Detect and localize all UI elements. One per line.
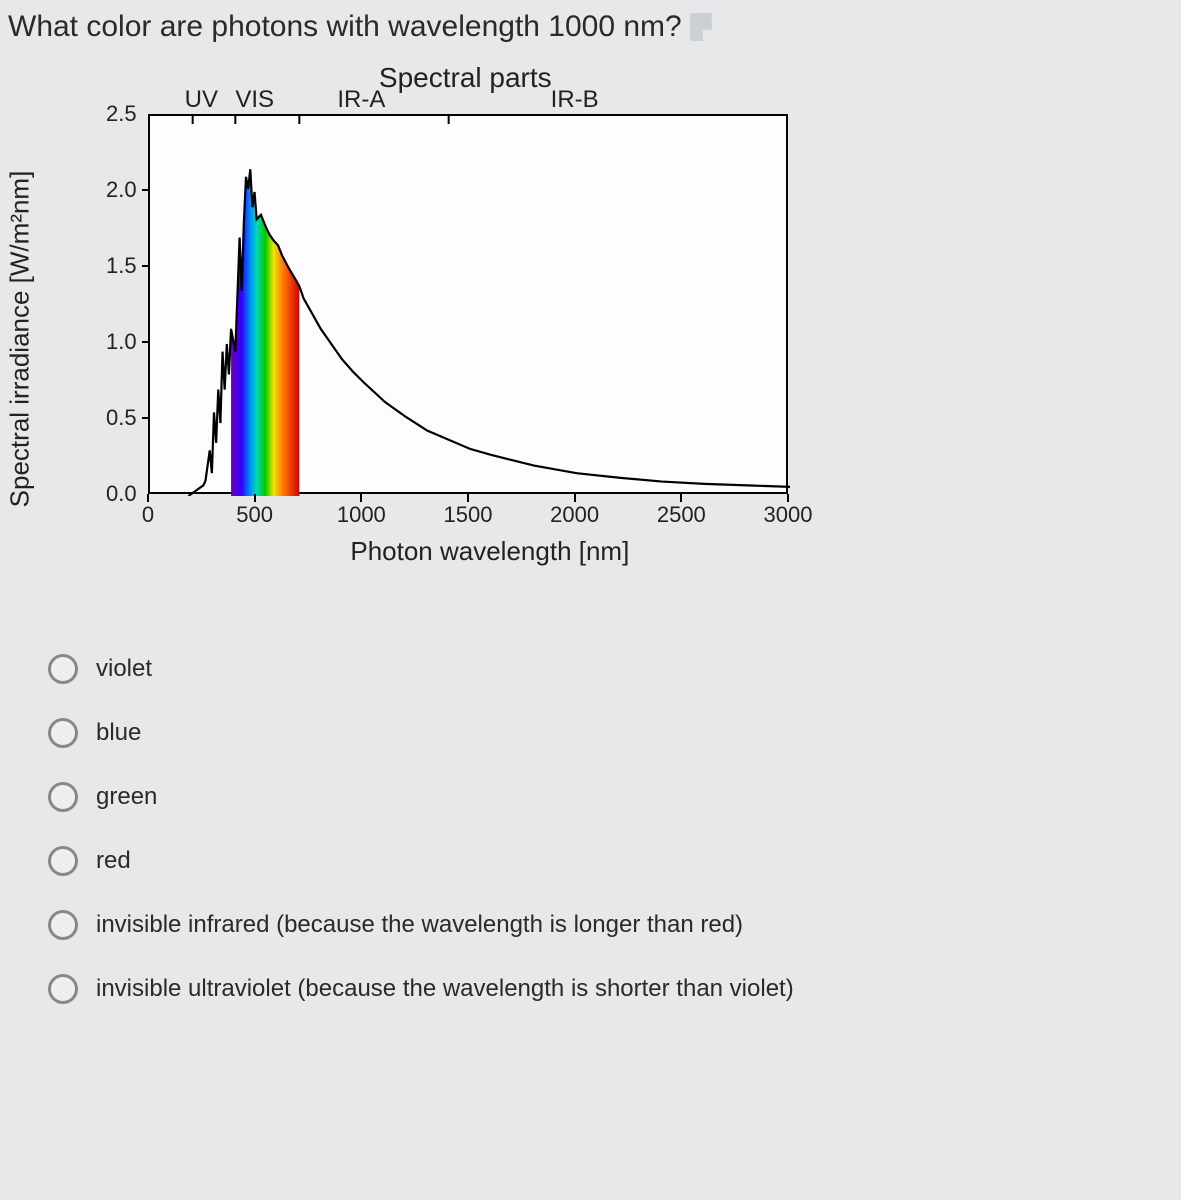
option-label: violet: [96, 655, 152, 683]
flag-icon[interactable]: [690, 13, 712, 41]
chart: Spectral irradiance [W/m²nm] Spectral pa…: [48, 74, 848, 604]
y-tick-mark: [142, 265, 150, 267]
y-axis-label: Spectral irradiance [W/m²nm]: [5, 171, 36, 508]
x-axis-label: Photon wavelength [nm]: [350, 536, 629, 567]
answer-option[interactable]: red: [48, 846, 1161, 876]
answer-option[interactable]: invisible infrared (because the waveleng…: [48, 910, 1161, 940]
radio-icon[interactable]: [48, 782, 78, 812]
x-tick-label: 1000: [337, 502, 386, 528]
answer-option[interactable]: green: [48, 782, 1161, 812]
spectral-region-label: UV: [185, 86, 218, 114]
y-tick-label: 1.5: [106, 253, 137, 279]
spectral-region-label: IR-B: [551, 86, 599, 114]
question-row: What color are photons with wavelength 1…: [8, 10, 1161, 44]
y-tick-label: 1.0: [106, 329, 137, 355]
y-tick-mark: [142, 417, 150, 419]
x-tick-mark: [147, 494, 149, 502]
page-root: What color are photons with wavelength 1…: [0, 0, 1181, 1024]
x-tick-mark: [254, 494, 256, 502]
question-text: What color are photons with wavelength 1…: [8, 10, 682, 44]
option-label: green: [96, 783, 157, 811]
spectral-region-label: VIS: [235, 86, 274, 114]
radio-icon[interactable]: [48, 718, 78, 748]
x-tick-label: 1500: [444, 502, 493, 528]
option-label: blue: [96, 719, 141, 747]
x-tick-label: 0: [142, 502, 154, 528]
answer-options: violet blue green red invisible infrared (be…: [48, 654, 1161, 1004]
radio-icon[interactable]: [48, 654, 78, 684]
option-label: invisible infrared (because the waveleng…: [96, 911, 743, 939]
answer-option[interactable]: violet: [48, 654, 1161, 684]
y-tick-label: 0.5: [106, 405, 137, 431]
x-tick-label: 2500: [657, 502, 706, 528]
plot-area: [148, 114, 788, 494]
visible-spectrum-band: [231, 173, 299, 496]
x-tick-mark: [467, 494, 469, 502]
chart-title: Spectral parts: [379, 62, 552, 94]
y-tick-label: 2.5: [106, 101, 137, 127]
spectral-region-label: IR-A: [337, 86, 385, 114]
x-tick-mark: [680, 494, 682, 502]
answer-option[interactable]: blue: [48, 718, 1161, 748]
radio-icon[interactable]: [48, 846, 78, 876]
y-tick-mark: [142, 341, 150, 343]
x-tick-mark: [360, 494, 362, 502]
x-tick-mark: [574, 494, 576, 502]
option-label: invisible ultraviolet (because the wavel…: [96, 975, 794, 1003]
y-tick-label: 2.0: [106, 177, 137, 203]
x-tick-label: 500: [236, 502, 273, 528]
y-tick-label: 0.0: [106, 481, 137, 507]
radio-icon[interactable]: [48, 910, 78, 940]
y-tick-mark: [142, 189, 150, 191]
x-tick-mark: [787, 494, 789, 502]
option-label: red: [96, 847, 131, 875]
plot-svg: [150, 116, 790, 496]
x-tick-label: 2000: [550, 502, 599, 528]
answer-option[interactable]: invisible ultraviolet (because the wavel…: [48, 974, 1161, 1004]
x-tick-label: 3000: [764, 502, 813, 528]
radio-icon[interactable]: [48, 974, 78, 1004]
